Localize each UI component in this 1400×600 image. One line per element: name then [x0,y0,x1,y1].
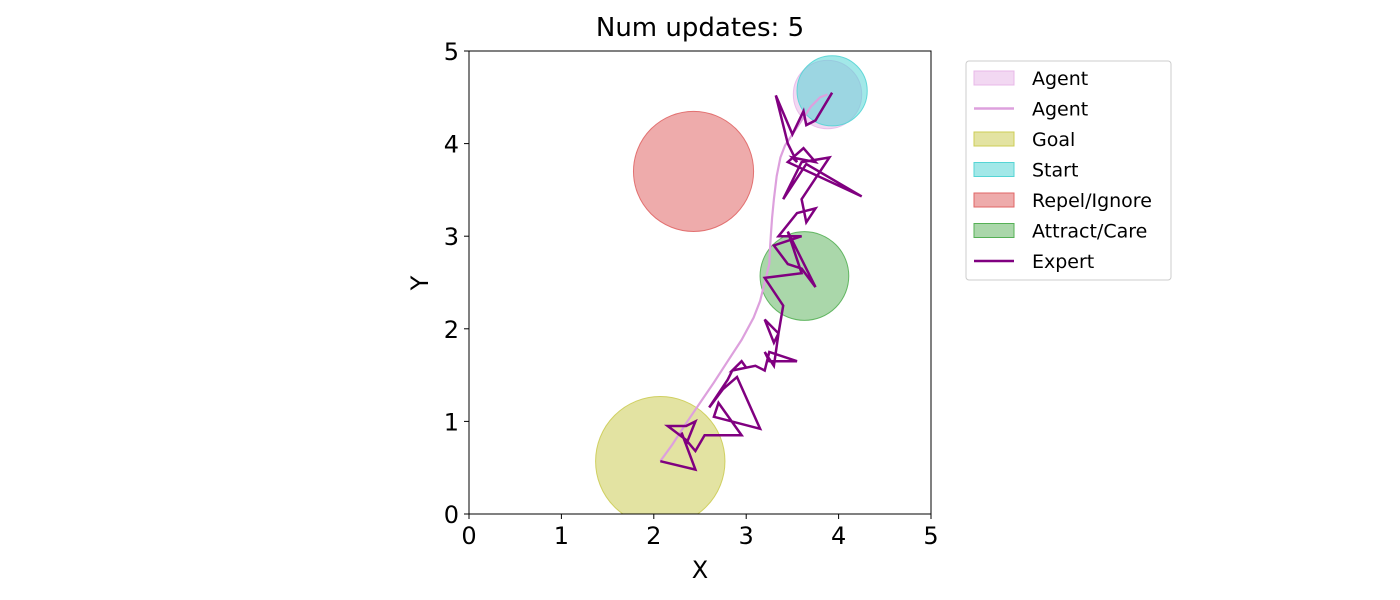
circle-repel-ignore [632,110,755,232]
legend-swatch [973,192,1015,208]
x-axis-label: X [692,556,708,584]
legend-label: Attract/Care [1032,221,1147,243]
y-tick-label: 5 [444,38,459,66]
chart-title: Num updates: 5 [596,13,804,43]
legend-item: Agent [973,68,1088,90]
x-tick-label: 3 [739,522,754,550]
plot-area: 0 1 2 3 4 5 0 1 2 3 4 5 [444,38,939,550]
y-tick-label: 0 [444,501,459,529]
y-tick-label: 4 [444,131,459,159]
legend-label: Start [1032,160,1078,182]
y-axis-label: Y [406,275,434,291]
legend-label: Goal [1032,129,1075,151]
legend-label: Agent [1032,99,1088,121]
x-tick-label: 1 [554,522,569,550]
x-tick-label: 5 [923,522,938,550]
legend-item: Attract/Care [973,221,1147,243]
y-tick-label: 3 [444,223,459,251]
legend-item: Repel/Ignore [973,190,1152,212]
circle-attract-care [759,231,850,321]
legend-swatch [973,131,1015,147]
series-line-expert [660,92,863,472]
legend-label: Repel/Ignore [1032,190,1152,212]
legend-swatch [973,223,1015,238]
legend-item: Goal [973,129,1075,151]
x-axis-ticks: 0 1 2 3 4 5 [461,514,939,550]
legend: Agent Agent Goal Start Repel/Ignore Attract/C… [965,60,1172,281]
legend-swatch [973,162,1015,177]
y-tick-label: 1 [444,408,459,436]
legend-items: Agent Agent Goal Start Repel/Ignore Attract/C… [973,68,1152,273]
circle-goal [595,396,726,514]
legend-item: Start [973,160,1078,182]
x-tick-label: 4 [831,522,846,550]
y-axis-ticks: 0 1 2 3 4 5 [444,38,469,529]
circle-start [796,55,868,127]
legend-frame [965,60,1172,281]
x-tick-label: 2 [646,522,661,550]
x-tick-label: 0 [461,522,476,550]
legend-item: Agent [974,99,1088,121]
legend-item: Expert [974,251,1094,273]
plot-frame [468,50,932,515]
legend-swatch [973,70,1015,86]
circles-layer [595,55,868,514]
legend-label: Agent [1032,68,1088,90]
legend-label: Expert [1032,251,1094,273]
lines-layer [659,92,863,472]
y-tick-label: 2 [444,316,459,344]
